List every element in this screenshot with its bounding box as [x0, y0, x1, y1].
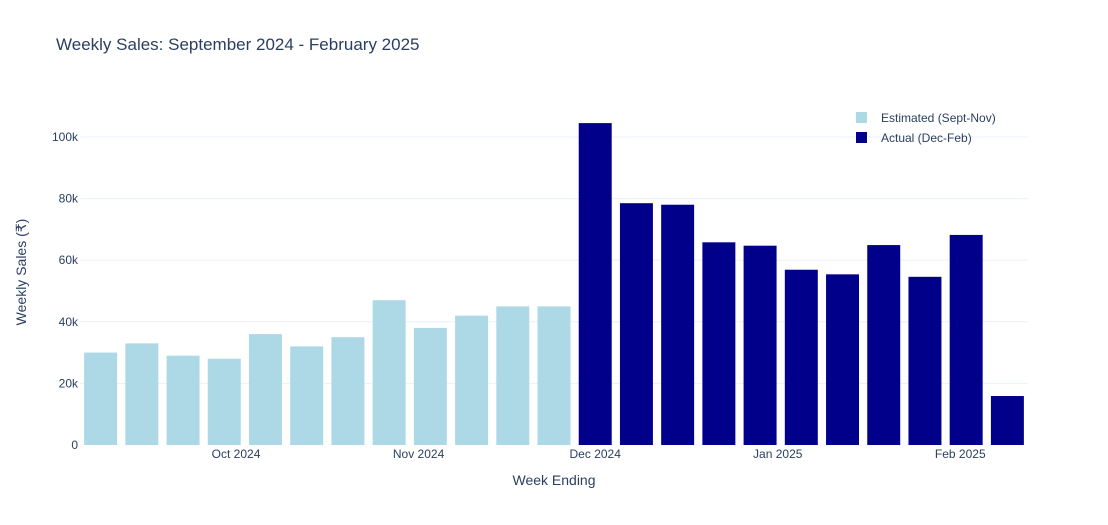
bar-actual-2025-01-19[interactable]	[867, 245, 901, 445]
bar-actual-2025-01-12[interactable]	[826, 274, 860, 445]
bar-estimated-2024-10-20[interactable]	[331, 337, 365, 445]
bar-actual-2025-01-26[interactable]	[908, 276, 942, 445]
bar-estimated-2024-10-27[interactable]	[372, 300, 406, 445]
bar-estimated-2024-11-17[interactable]	[496, 306, 530, 445]
y-tick-label: 0	[71, 438, 78, 452]
bar-actual-2025-01-05[interactable]	[784, 269, 818, 445]
legend-label-estimated: Estimated (Sept-Nov)	[881, 111, 996, 125]
bar-estimated-2024-10-06[interactable]	[248, 334, 282, 445]
chart-title: Weekly Sales: September 2024 - February …	[56, 35, 420, 54]
bar-actual-2025-02-02[interactable]	[949, 234, 983, 445]
bar-actual-2024-12-29[interactable]	[743, 245, 777, 445]
bars	[84, 123, 1024, 446]
bar-estimated-2024-09-08[interactable]	[84, 352, 118, 445]
bar-estimated-2024-11-03[interactable]	[413, 327, 447, 445]
legend-item-actual[interactable]: Actual (Dec-Feb)	[856, 131, 972, 145]
bar-estimated-2024-11-10[interactable]	[455, 315, 489, 445]
y-tick-label: 40k	[59, 315, 79, 329]
bar-estimated-2024-11-24[interactable]	[537, 306, 571, 445]
bar-actual-2024-12-22[interactable]	[702, 242, 736, 445]
legend-label-actual: Actual (Dec-Feb)	[881, 131, 972, 145]
bar-estimated-2024-09-22[interactable]	[166, 355, 200, 445]
bar-actual-2024-12-01[interactable]	[578, 123, 612, 446]
legend-item-estimated[interactable]: Estimated (Sept-Nov)	[856, 111, 996, 125]
x-tick-label: Jan 2025	[753, 447, 803, 461]
y-tick-label: 80k	[59, 192, 79, 206]
bar-actual-2024-12-08[interactable]	[619, 203, 653, 445]
bar-actual-2025-02-09[interactable]	[990, 396, 1024, 445]
legend-swatch-actual	[856, 132, 867, 143]
x-tick-label: Nov 2024	[393, 447, 445, 461]
x-tick-label: Oct 2024	[212, 447, 261, 461]
x-tick-label: Feb 2025	[935, 447, 986, 461]
bar-estimated-2024-09-29[interactable]	[207, 358, 241, 445]
y-axis-ticks: 0 20k 40k 60k 80k 100k	[52, 130, 79, 452]
legend[interactable]: Estimated (Sept-Nov) Actual (Dec-Feb)	[856, 111, 996, 145]
y-tick-label: 100k	[52, 130, 79, 144]
x-tick-label: Dec 2024	[570, 447, 622, 461]
x-axis-title: Week Ending	[512, 472, 595, 488]
x-axis-ticks: Oct 2024 Nov 2024 Dec 2024 Jan 2025 Feb 2025	[212, 447, 986, 461]
bar-estimated-2024-10-13[interactable]	[290, 346, 324, 445]
bar-estimated-2024-09-15[interactable]	[125, 343, 159, 445]
y-tick-label: 60k	[59, 253, 79, 267]
legend-swatch-estimated	[856, 112, 867, 123]
bar-actual-2024-12-15[interactable]	[661, 204, 695, 445]
y-axis-title: Weekly Sales (₹)	[13, 219, 29, 326]
y-tick-label: 20k	[59, 376, 79, 390]
